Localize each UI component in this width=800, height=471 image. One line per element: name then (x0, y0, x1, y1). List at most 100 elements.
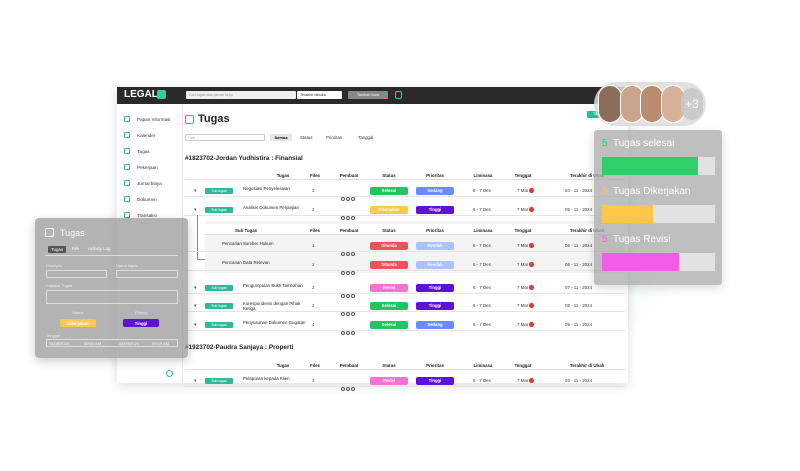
creator-avatars (341, 262, 356, 280)
due-alert (529, 262, 534, 267)
due: 7 Mar (517, 322, 529, 327)
priority-pill: Tinggi (416, 205, 454, 214)
avatar (346, 216, 350, 220)
sidebar-item[interactable]: Pekerjaan (137, 164, 158, 170)
table-header (185, 359, 625, 370)
due-alert (529, 322, 534, 327)
avatar (351, 312, 355, 316)
file-count: 3 (312, 188, 315, 193)
task-name[interactable]: Pencarian Data Relevan (222, 260, 270, 265)
filter[interactable]: Prioritas (326, 135, 343, 140)
task-name[interactable]: Korespondensi dengan Pihak Ketiga (243, 301, 301, 311)
priority-pill[interactable]: Tinggi (123, 319, 159, 327)
column-header: Liminasa (473, 363, 493, 368)
all-filter[interactable]: Semua (270, 134, 292, 141)
priority-pill: Sedang (416, 186, 454, 195)
span: 6 - 7 Des (473, 378, 491, 383)
avatar (351, 216, 355, 220)
detail-tab[interactable]: Tugas (48, 246, 67, 253)
detail-tab[interactable]: Activity Log (88, 246, 111, 251)
status-pill[interactable]: Dikerjakan (60, 319, 96, 327)
detail-title: Tugas (60, 228, 85, 238)
updated: 06 - 11 - 2024 (565, 262, 593, 267)
task-name[interactable]: Analisis Dokumen Perjanjian (243, 205, 299, 210)
column-header: Pembuat (339, 228, 359, 233)
sub-task-button[interactable]: Sub tugas (205, 377, 233, 384)
detail-icon (45, 228, 54, 237)
sub-task-button[interactable]: Sub tugas (205, 302, 233, 309)
priority-pill: Rendah (416, 241, 454, 250)
avatar (346, 197, 350, 201)
task-name[interactable]: Negosiasi Penyelesaian (243, 186, 290, 191)
avatar-more: +3 (681, 88, 703, 120)
status-pill: Ditunda (370, 241, 408, 250)
task-name[interactable]: Pelaporan kepada Klien (243, 376, 290, 381)
column-header: Prioritas (426, 363, 444, 368)
column-header: Pembuat (339, 173, 359, 178)
avatar (351, 294, 355, 298)
avatar (640, 85, 664, 123)
status-pill: Dikerjakan (370, 205, 408, 214)
avatar (351, 252, 355, 256)
status-pill: Ditunda (370, 260, 408, 269)
sidebar-item[interactable]: Papan Informasi (137, 116, 171, 122)
due-alert (529, 243, 534, 248)
date-text: 08/09/2024 (119, 340, 140, 346)
avatar (341, 197, 345, 201)
sidebar-item[interactable]: Tugas (137, 148, 150, 154)
priority-pill: Tinggi (416, 376, 454, 385)
status-pill: Selesai (370, 186, 408, 195)
sub-task-button[interactable]: Sub tugas (205, 284, 233, 291)
sub-task-button[interactable]: Sub tugas (205, 187, 233, 194)
task-name[interactable]: Penyusunan Dokumen Gugatan (243, 320, 306, 325)
search-box[interactable]: Cari (185, 134, 265, 141)
creator-avatars (341, 322, 356, 340)
row-line (185, 330, 625, 331)
column-header: Terakhir di Ubah (570, 228, 605, 233)
column-header: Tenggat (514, 228, 532, 233)
sidebar-icon (124, 212, 130, 218)
sidebar-item[interactable]: Kalender (137, 132, 156, 138)
stat-label: Tugas selesai (613, 138, 675, 149)
expand-arrow: ▾ (194, 378, 197, 384)
row-line (185, 270, 625, 271)
row-line (185, 311, 625, 312)
search-input[interactable]: Cari tugas atau jamak kerja (186, 91, 296, 99)
filter[interactable]: Tanggal (358, 135, 374, 140)
row-line (185, 215, 625, 216)
creator-avatars (341, 188, 356, 206)
stat-count: 5 (602, 186, 608, 197)
detail-tab[interactable]: File (72, 246, 80, 251)
sub-task-button[interactable]: Sub tugas (205, 206, 233, 213)
sidebar-toggle (166, 370, 173, 377)
recent-dropdown[interactable]: Terakhir dibuka (297, 91, 342, 99)
sub-task-button[interactable]: Sub tugas (205, 321, 233, 328)
avatar (341, 387, 345, 391)
filter[interactable]: Status (300, 135, 313, 140)
updated: 06 - 11 - 2024 (565, 243, 593, 248)
avatar (341, 271, 345, 275)
sidebar-icon (124, 116, 130, 122)
task-name[interactable]: Pengumpulan Bukti Tambahan (243, 283, 303, 288)
span: 6 - 7 Des (473, 322, 491, 327)
column-header: Status (382, 173, 396, 178)
date-text: 09:00 AM (152, 340, 169, 346)
column-header: Liminasa (473, 228, 493, 233)
row-line (185, 196, 625, 197)
stat-label: Tugas Dikerjakan (613, 186, 691, 197)
sidebar-item[interactable]: Jurnal biaya (137, 180, 162, 186)
status-pill: Selesai (370, 301, 408, 310)
sidebar-item[interactable]: Transaksi (137, 212, 157, 218)
column-header: Files (309, 363, 320, 368)
stat-bar (602, 253, 679, 271)
sidebar-item[interactable]: Dokumen (137, 196, 157, 202)
task-name[interactable]: Pencarian Sumber Hukum (222, 241, 274, 246)
due: 7 Mar (517, 285, 529, 290)
updated: 05 - 11 - 2024 (565, 207, 593, 212)
file-count: 3 (312, 378, 315, 383)
column-header: Files (309, 228, 320, 233)
due: 7 Mar (517, 262, 529, 267)
span: 6 - 7 Des (473, 303, 491, 308)
date-text: 09:00 AM (84, 340, 101, 346)
new-button[interactable]: Tambah baru (348, 91, 388, 99)
